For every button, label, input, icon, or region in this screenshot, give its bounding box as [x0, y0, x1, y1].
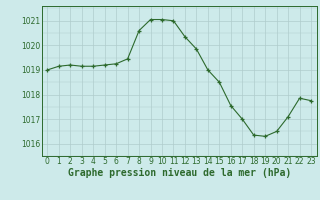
X-axis label: Graphe pression niveau de la mer (hPa): Graphe pression niveau de la mer (hPa)	[68, 168, 291, 178]
